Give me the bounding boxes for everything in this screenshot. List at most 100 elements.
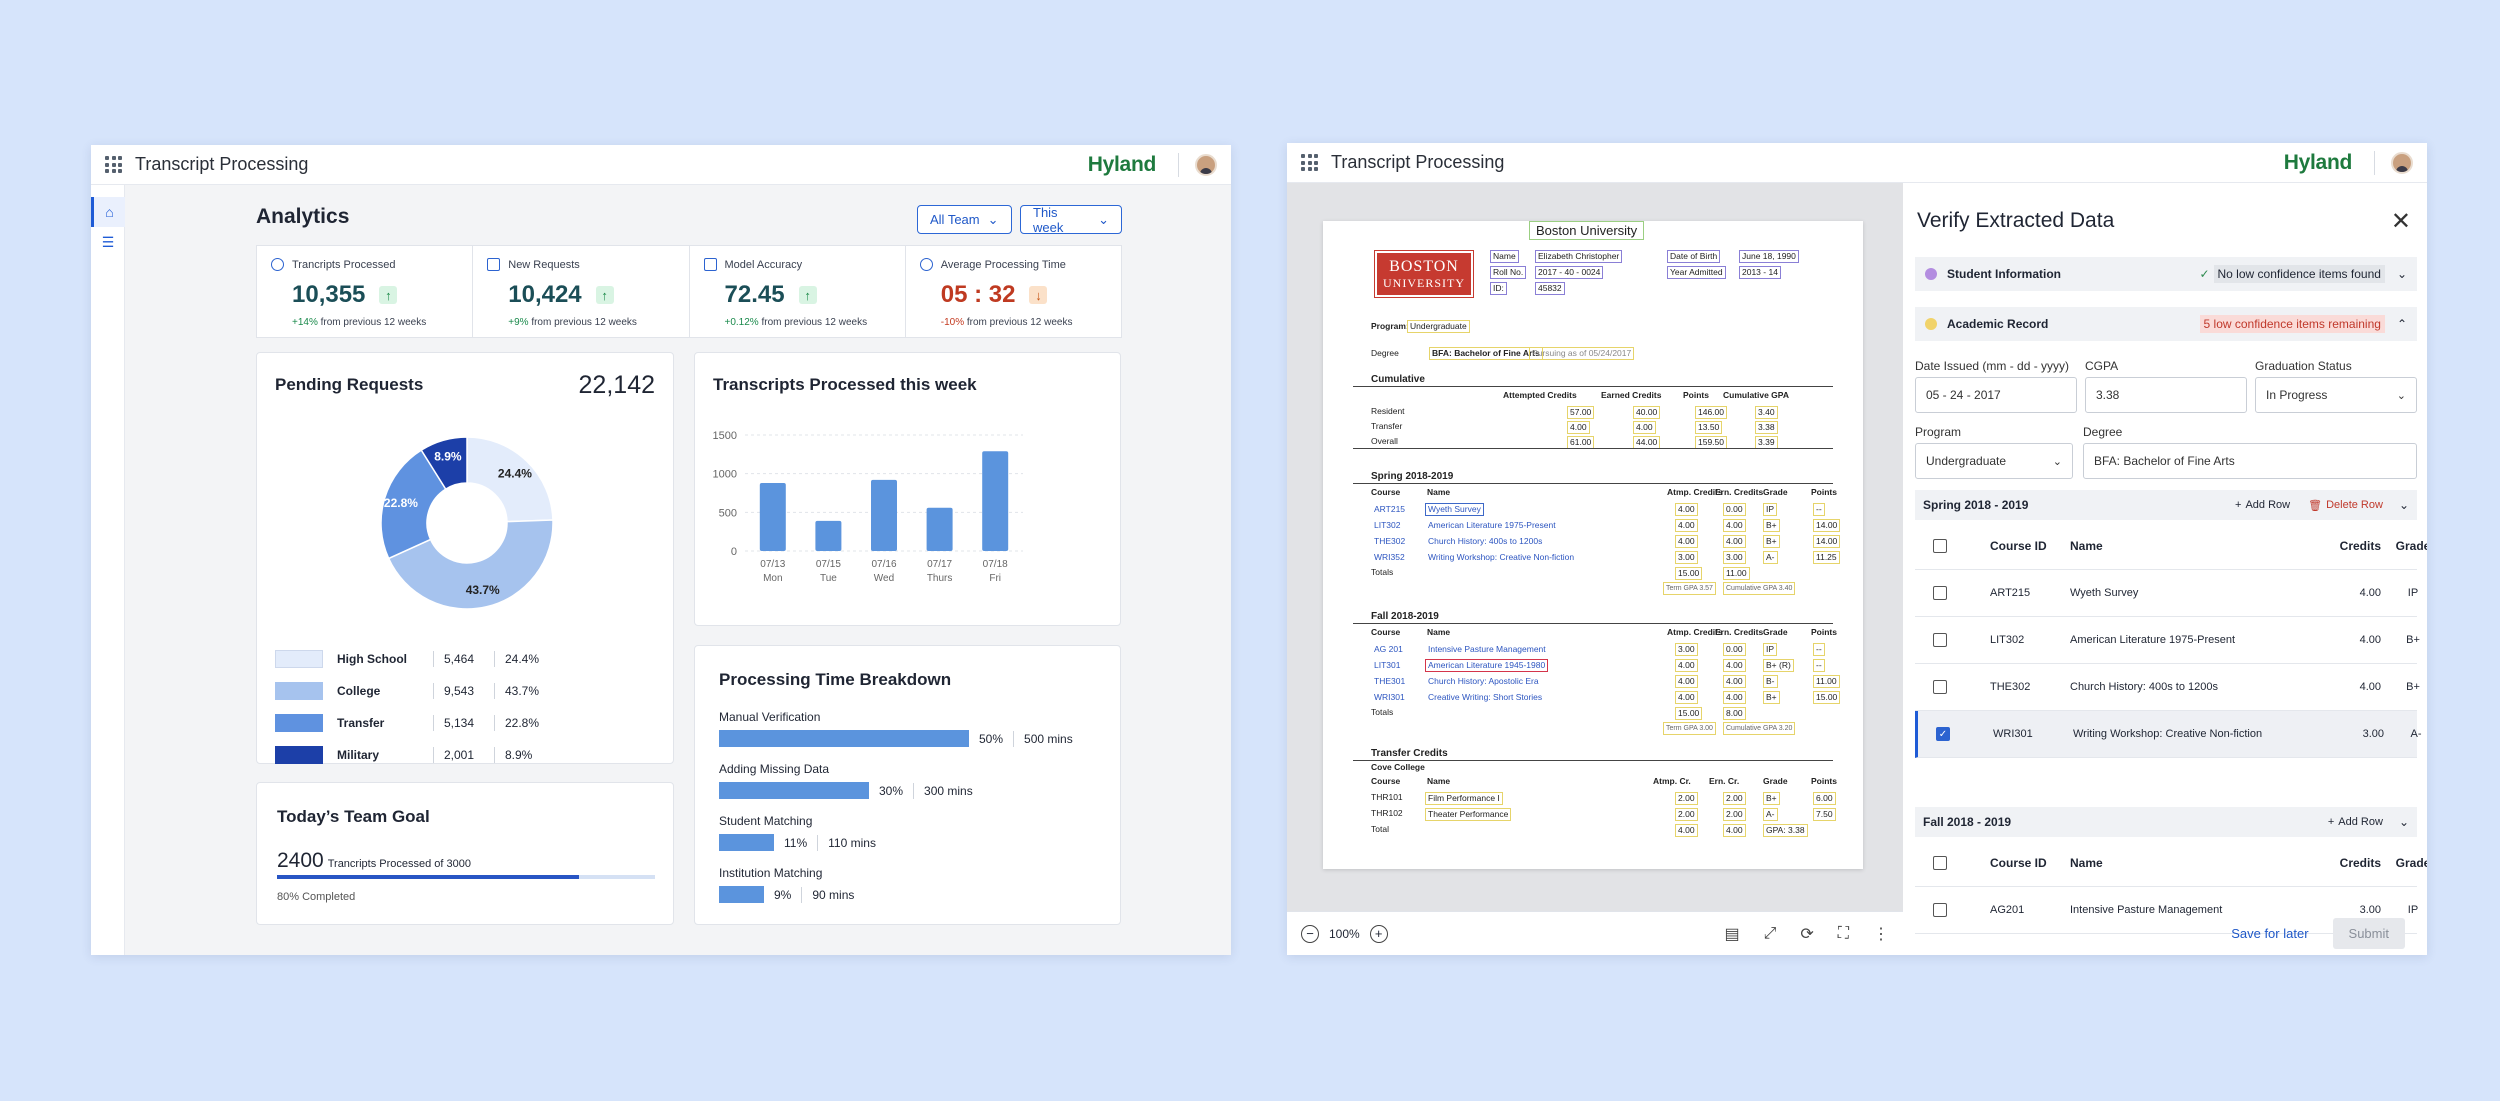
doc-text[interactable]: A- [1763,551,1778,564]
academic-record-section[interactable]: Academic Record 5 low confidence items r… [1915,307,2417,341]
doc-text[interactable]: 0.00 [1723,643,1746,656]
doc-text[interactable]: IP [1763,503,1778,516]
doc-text[interactable]: American Literature 1975-Present [1428,520,1556,530]
avatar[interactable] [2391,151,2413,174]
doc-text[interactable]: American Literature 1945-1980 [1425,659,1549,672]
doc-text[interactable]: B- [1763,675,1778,688]
doc-text[interactable]: Church History: 400s to 1200s [1428,536,1543,546]
doc-text[interactable]: 2.00 [1723,808,1746,821]
doc-text[interactable]: THE301 [1374,676,1406,686]
field-value[interactable]: 2013 - 14 [1739,266,1781,279]
doc-text[interactable]: 14.00 [1813,519,1841,532]
doc-text[interactable]: WRI352 [1374,552,1405,562]
doc-text[interactable]: -- [1813,643,1825,656]
doc-text[interactable]: 15.00 [1813,691,1841,704]
document-icon[interactable]: ▤ [1724,925,1740,943]
doc-text[interactable]: Cumulative GPA 3.20 [1723,722,1796,735]
doc-text[interactable]: IP [1763,643,1778,656]
doc-text[interactable]: 4.00 [1723,535,1746,548]
doc-text[interactable]: 3.00 [1723,551,1746,564]
bar[interactable] [982,451,1009,551]
app-launcher-icon[interactable] [1301,154,1318,171]
doc-text[interactable]: 2.00 [1675,792,1698,805]
bar[interactable] [815,520,842,551]
doc-text[interactable]: Film Performance I [1425,792,1503,805]
save-for-later-button[interactable]: Save for later [2231,925,2309,941]
doc-text[interactable]: 3.00 [1675,643,1698,656]
chevron-down-icon[interactable]: ⌄ [2398,498,2409,512]
row-checkbox[interactable] [1933,633,1947,647]
expand-icon[interactable]: ⤢ [1763,924,1777,942]
graduation-status-select[interactable]: In Progress ⌄ [2255,377,2417,413]
doc-text[interactable]: A- [1763,808,1778,821]
doc-text[interactable]: 3.38 [1755,421,1778,434]
donut-slice[interactable] [466,436,554,523]
date-issued-field[interactable]: 05 - 24 - 2017 [1915,377,2077,413]
doc-text[interactable]: 4.00 [1723,675,1746,688]
delete-row-button[interactable]: 🗑 Delete Row [2308,499,2383,512]
doc-text[interactable]: Intensive Pasture Management [1428,644,1546,654]
doc-text[interactable]: 11.00 [1813,675,1840,688]
doc-text[interactable]: 7.50 [1813,808,1836,821]
doc-text[interactable]: B+ [1763,519,1780,532]
donut-slice[interactable] [420,436,468,491]
add-row-button[interactable]: + Add Row [2235,499,2291,511]
doc-text[interactable]: Wyeth Survey [1425,503,1484,516]
doc-text[interactable]: B+ [1763,535,1780,548]
field-value[interactable]: Elizabeth Christopher [1535,250,1623,263]
doc-text[interactable]: Term GPA 3.00 [1663,722,1716,735]
doc-text[interactable]: WRI301 [1374,692,1405,702]
doc-text[interactable]: Creative Writing: Short Stories [1428,692,1543,702]
avatar[interactable] [1195,153,1217,176]
close-icon[interactable]: ✕ [2390,208,2411,235]
doc-text[interactable]: 15.00 [1675,567,1703,580]
more-icon[interactable]: ⋮ [1873,925,1889,943]
doc-text[interactable]: Church History: Apostolic Era [1428,676,1539,686]
row-checkbox[interactable] [1933,586,1947,600]
doc-text[interactable]: ART215 [1374,504,1406,514]
doc-text[interactable]: B+ (R) [1763,659,1794,672]
zoom-out-icon[interactable]: − [1301,924,1319,943]
degree-field[interactable]: BFA: Bachelor of Fine Arts [2083,443,2417,479]
row-checkbox[interactable]: ✓ [1936,727,1950,741]
doc-text[interactable]: 13.50 [1695,421,1723,434]
row-checkbox[interactable] [1933,680,1947,694]
field-value[interactable]: BFA: Bachelor of Fine Arts [1429,347,1543,360]
doc-text[interactable]: Cumulative GPA 3.40 [1723,582,1796,595]
doc-text[interactable]: 3.40 [1755,406,1778,419]
doc-text[interactable]: 4.00 [1723,519,1746,532]
doc-text[interactable]: 57.00 [1567,406,1595,419]
table-row[interactable]: AG201 Intensive Pasture Management 3.00 IP [1915,887,2418,934]
doc-text[interactable]: 4.00 [1675,675,1698,688]
field-value[interactable]: June 18, 1990 [1739,250,1799,263]
doc-text[interactable]: 11.25 [1813,551,1840,564]
doc-text[interactable]: 4.00 [1675,503,1698,516]
doc-text[interactable]: 4.00 [1675,824,1698,837]
fullscreen-icon[interactable]: ⛶ [1837,924,1849,942]
table-row[interactable]: LIT302 American Literature 1975-Present 4.… [1915,617,2420,664]
doc-text[interactable]: 8.00 [1723,707,1746,720]
select-all-checkbox[interactable] [1933,856,1947,870]
doc-text[interactable]: LIT301 [1374,660,1401,670]
bar[interactable] [871,479,897,551]
zoom-in-icon[interactable]: + [1369,924,1388,943]
table-row[interactable]: THE302 Church History: 400s to 1200s 4.00 B… [1915,664,2420,711]
doc-text[interactable]: Term GPA 3.57 [1663,582,1716,595]
doc-text[interactable]: 146.00 [1695,406,1727,419]
home-icon[interactable]: ⌂ [91,197,125,227]
doc-text[interactable]: 4.00 [1723,659,1746,672]
doc-text[interactable]: LIT302 [1374,520,1401,530]
doc-text[interactable]: 4.00 [1675,659,1698,672]
doc-text[interactable]: 4.00 [1675,535,1698,548]
bar[interactable] [926,507,953,551]
student-info-section[interactable]: Student Information ✓ No low confidence i… [1915,257,2417,291]
doc-text[interactable]: 2.00 [1675,808,1698,821]
doc-text[interactable]: Theater Performance [1425,808,1512,821]
row-checkbox[interactable] [1933,903,1947,917]
doc-text[interactable]: 15.00 [1675,707,1703,720]
doc-text[interactable]: 6.00 [1813,792,1836,805]
donut-slice[interactable] [380,449,447,560]
doc-text[interactable]: 4.00 [1633,421,1656,434]
doc-text[interactable]: 3.00 [1675,551,1698,564]
program-select[interactable]: Undergraduate ⌄ [1915,443,2073,479]
